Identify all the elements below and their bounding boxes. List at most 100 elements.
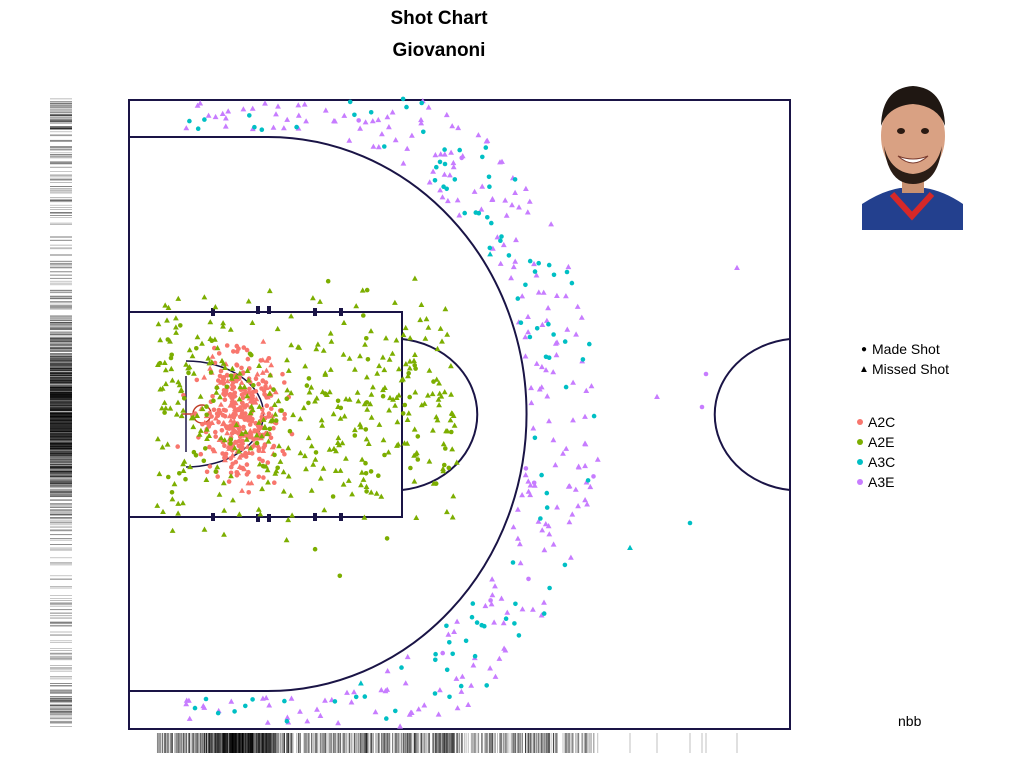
a3e-missed-shot	[525, 329, 531, 335]
a3e-missed-shot	[531, 482, 538, 488]
shot-markers	[154, 96, 740, 729]
a2e-missed-shot	[169, 527, 176, 533]
a3e-missed-shot	[560, 450, 566, 456]
a3c-made-shot	[551, 272, 557, 278]
a3c-made-shot	[474, 620, 480, 625]
a2c-missed-shot	[260, 447, 267, 453]
a3e-missed-shot	[421, 702, 428, 708]
a3e-missed-shot	[284, 116, 291, 122]
court-lines	[128, 99, 791, 730]
a3e-missed-shot	[335, 720, 341, 726]
a3e-missed-shot	[471, 188, 478, 194]
a2e-missed-shot	[183, 361, 189, 367]
a2e-missed-shot	[355, 398, 362, 404]
a3e-missed-shot	[346, 137, 353, 143]
a2e-missed-shot	[259, 485, 265, 492]
a3c-made-shot	[513, 601, 518, 607]
a2e-made-shot	[365, 357, 371, 362]
a2e-missed-shot	[404, 416, 411, 422]
a3c-made-shot	[585, 478, 591, 483]
a2e-missed-shot	[337, 415, 344, 421]
a3c-made-shot	[294, 124, 299, 130]
a2e-missed-shot	[365, 440, 372, 446]
a2e-missed-shot	[271, 401, 278, 407]
court-boundary	[128, 99, 791, 730]
a2e-missed-shot	[265, 438, 272, 444]
a2e-missed-shot	[360, 476, 367, 482]
a3e-missed-shot	[583, 387, 590, 393]
a3e-missed-shot	[458, 688, 465, 694]
a3e-missed-shot	[530, 606, 536, 612]
a2c-missed-shot	[244, 443, 251, 449]
a3c-made-shot	[569, 280, 575, 286]
a3c-made-shot	[444, 623, 449, 629]
a2e-missed-shot	[159, 444, 166, 450]
a2c-made-shot	[210, 394, 215, 399]
a3e-missed-shot	[588, 383, 595, 389]
a2e-missed-shot	[205, 355, 212, 361]
a2e-missed-shot	[201, 294, 208, 300]
a2e-missed-shot	[393, 337, 400, 343]
a2e-made-shot	[165, 337, 171, 342]
a3e-missed-shot	[550, 541, 557, 547]
a3c-made-shot	[437, 159, 443, 165]
a2c-made-shot	[256, 448, 262, 454]
a2e-missed-shot	[327, 330, 334, 336]
a2c-made-shot	[244, 462, 250, 467]
a2e-missed-shot	[357, 353, 363, 359]
a2c-made-shot	[207, 464, 213, 469]
a3e-missed-shot	[570, 417, 576, 423]
a2e-missed-shot	[412, 351, 418, 357]
a3e-missed-shot	[582, 462, 588, 469]
a2e-missed-shot	[216, 491, 223, 497]
a3e-missed-shot	[535, 518, 542, 524]
a3c-made-shot	[192, 705, 198, 711]
a2e-missed-shot	[320, 465, 327, 471]
a3e-missed-shot	[526, 198, 533, 204]
a2e-missed-shot	[247, 445, 254, 451]
a3e-missed-shot	[541, 547, 548, 553]
a2e-missed-shot	[380, 437, 387, 443]
a2e-missed-shot	[426, 458, 433, 464]
a3e-missed-shot	[304, 718, 311, 724]
a3e-missed-shot	[492, 673, 499, 679]
a3e-missed-shot	[263, 694, 270, 701]
a3e-missed-shot	[384, 668, 391, 674]
a3e-made-shot	[356, 118, 362, 123]
a2e-missed-shot	[362, 341, 368, 347]
a3e-missed-shot	[492, 583, 498, 589]
a3e-missed-shot	[522, 472, 529, 478]
a3e-missed-shot	[497, 159, 503, 165]
a3e-missed-shot	[284, 714, 291, 720]
a2e-missed-shot	[280, 469, 287, 475]
a2e-missed-shot	[266, 287, 273, 294]
a2e-missed-shot	[290, 411, 296, 418]
a3e-missed-shot	[205, 112, 212, 118]
a2e-made-shot	[251, 383, 256, 388]
a3c-made-shot	[247, 113, 252, 118]
a2c-missed-shot	[224, 378, 231, 384]
a3e-missed-shot	[454, 618, 460, 624]
a2e-missed-shot	[426, 367, 433, 373]
a3c-missed-shot	[487, 251, 493, 257]
a3e-missed-shot	[479, 183, 486, 189]
a2e-made-shot	[272, 452, 277, 458]
a2e-missed-shot	[157, 386, 164, 392]
a3e-missed-shot	[512, 189, 518, 195]
a2c-missed-shot	[240, 390, 246, 396]
a2c-missed-shot	[267, 384, 274, 390]
a2e-missed-shot	[233, 421, 240, 427]
a3e-missed-shot	[197, 100, 204, 106]
a2c-missed-shot	[231, 418, 238, 424]
a3e-missed-shot	[262, 100, 268, 106]
series-legend: A2C A2E A3C A3E	[852, 412, 895, 492]
a3e-missed-shot	[566, 483, 573, 489]
a3e-missed-shot	[494, 234, 501, 240]
a2e-missed-shot	[313, 346, 320, 352]
a2e-missed-shot	[343, 455, 349, 461]
a2e-missed-shot	[249, 319, 256, 325]
a2e-missed-shot	[214, 345, 221, 351]
a2c-missed-shot	[246, 449, 252, 455]
a3c-made-shot	[483, 145, 489, 150]
a2e-missed-shot	[218, 435, 225, 441]
